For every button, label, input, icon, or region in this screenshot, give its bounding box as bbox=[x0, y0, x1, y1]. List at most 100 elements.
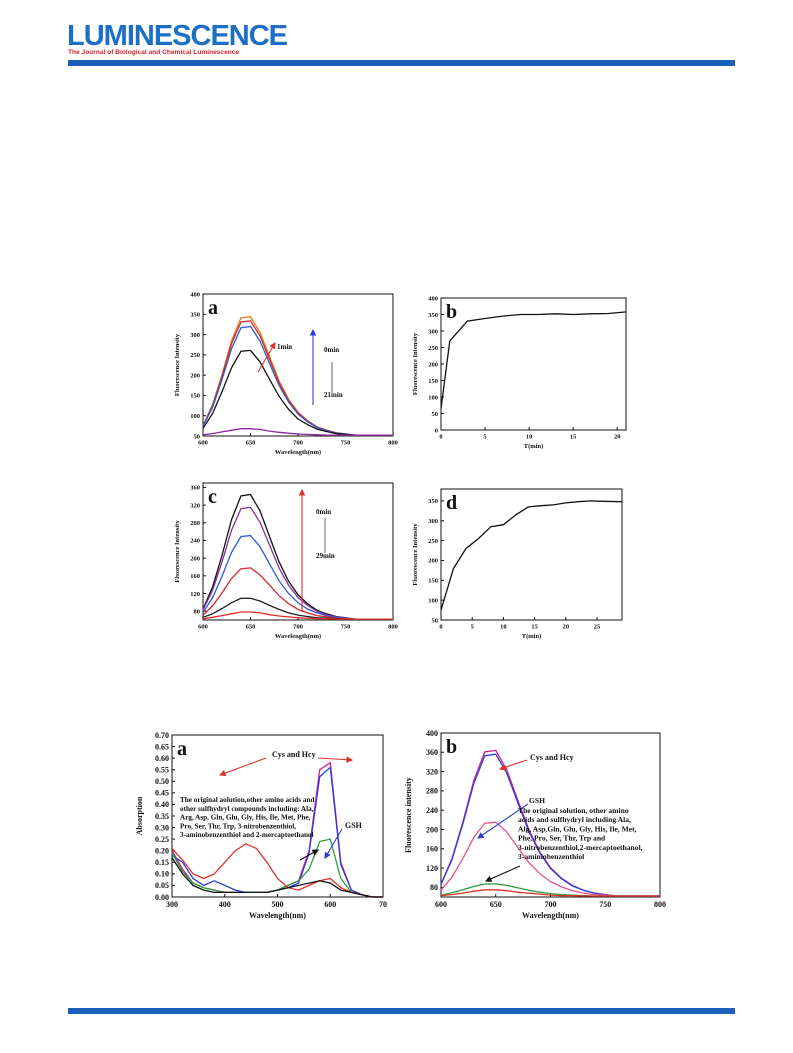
x-tick-label: 750 bbox=[599, 900, 611, 909]
y-tick-label: 50 bbox=[194, 433, 201, 440]
y-tick-label: 360 bbox=[190, 485, 200, 492]
annotation-line: Phe, Pro, Ser, Thr, Trp and bbox=[518, 834, 606, 843]
y-tick-label: 0.25 bbox=[155, 835, 169, 844]
y-tick-label: 300 bbox=[428, 328, 438, 335]
panel-label: a bbox=[208, 297, 218, 319]
y-tick-label: 240 bbox=[426, 806, 438, 815]
y-tick-label: 100 bbox=[190, 413, 200, 420]
annotation-line: 3-aminobenzenthiol and 2-mercaptoethanol bbox=[180, 831, 314, 839]
x-tick-label: 0 bbox=[439, 624, 442, 631]
x-tick-label: 0 bbox=[439, 434, 442, 441]
x-tick-label: 15 bbox=[531, 624, 538, 631]
data-line bbox=[202, 567, 393, 620]
y-tick-label: 300 bbox=[428, 518, 438, 525]
y-tick-label: 80 bbox=[430, 883, 438, 892]
x-tick-label: 650 bbox=[490, 900, 502, 909]
journal-title: LUMINESCENCE bbox=[67, 20, 288, 52]
y-tick-label: 0 bbox=[435, 427, 438, 434]
annotation-line: 3-nitrobenzenthiol,2-mercaptoethanol, bbox=[518, 843, 643, 852]
y-tick-label: 400 bbox=[426, 729, 438, 738]
annotation-arrow bbox=[477, 803, 529, 839]
plot-frame bbox=[440, 488, 623, 621]
x-tick-label: 650 bbox=[246, 440, 256, 447]
y-tick-label: 320 bbox=[426, 767, 438, 776]
y-tick-label: 120 bbox=[426, 864, 438, 873]
y-tick-label: 0.50 bbox=[155, 777, 169, 786]
y-tick-label: 50 bbox=[432, 411, 439, 418]
annotation-arrow bbox=[324, 828, 343, 859]
data-line bbox=[202, 428, 393, 436]
x-tick-label: 15 bbox=[570, 434, 577, 441]
y-axis-label: Fluorescence Intensity bbox=[174, 520, 181, 583]
y-tick-label: 0.70 bbox=[155, 731, 169, 740]
y-axis-label: Fluorescence Intensity bbox=[412, 523, 419, 586]
y-tick-label: 350 bbox=[190, 312, 200, 319]
y-tick-label: 80 bbox=[194, 608, 201, 615]
annotation-arrow bbox=[299, 849, 319, 861]
y-tick-label: 100 bbox=[428, 597, 438, 604]
annotation-line: 3-aminiobenzenthiol bbox=[518, 852, 584, 861]
annotation: 0min bbox=[316, 508, 331, 516]
y-tick-label: 200 bbox=[428, 558, 438, 565]
x-tick-label: 5 bbox=[471, 624, 475, 631]
data-line bbox=[171, 857, 383, 898]
x-tick-label: 600 bbox=[324, 900, 336, 909]
data-line bbox=[202, 349, 393, 436]
y-tick-label: 320 bbox=[190, 502, 200, 509]
x-tick-label: 800 bbox=[654, 900, 666, 909]
annotation: 1min bbox=[277, 343, 292, 351]
annotation-line: The original aolution,other amino acids … bbox=[180, 796, 314, 804]
plot-frame bbox=[440, 297, 627, 431]
y-tick-label: 200 bbox=[190, 555, 200, 562]
x-tick-label: 20 bbox=[563, 624, 570, 631]
x-tick-label: 70 bbox=[379, 900, 387, 909]
annotation-line: Pro, Ser, Thr, Trp, 3-nitrobenzenthiol, bbox=[180, 822, 296, 830]
annotation-arrow bbox=[218, 757, 267, 777]
x-tick-label: 500 bbox=[272, 900, 284, 909]
x-tick-label: 700 bbox=[293, 440, 303, 447]
annotation-line: Alg, Asp,Gln, Glu, Gly, His, Ile, Met, bbox=[518, 824, 637, 833]
data-line bbox=[202, 320, 393, 436]
y-tick-label: 350 bbox=[428, 498, 438, 505]
y-tick-label: 0.45 bbox=[155, 789, 169, 798]
y-tick-label: 350 bbox=[428, 312, 438, 319]
y-tick-label: 160 bbox=[190, 573, 200, 580]
x-tick-label: 700 bbox=[545, 900, 557, 909]
y-axis-label: Fluorescence intensity bbox=[404, 777, 413, 853]
data-line bbox=[440, 889, 660, 897]
data-line bbox=[440, 883, 660, 897]
y-tick-label: 120 bbox=[190, 591, 200, 598]
y-tick-label: 0.40 bbox=[155, 800, 169, 809]
annotation: GSH bbox=[529, 796, 545, 805]
y-tick-label: 240 bbox=[190, 538, 200, 545]
y-tick-label: 250 bbox=[190, 352, 200, 359]
annotation-arrow bbox=[317, 756, 354, 763]
y-tick-label: 0.10 bbox=[155, 870, 169, 879]
x-tick-label: 5 bbox=[483, 434, 487, 441]
y-tick-label: 0.55 bbox=[155, 766, 169, 775]
y-tick-label: 280 bbox=[426, 787, 438, 796]
journal-subtitle: The Journal of Biological and Chemical L… bbox=[68, 49, 239, 56]
annotation-line: acids and sulfhydryl including Ala, bbox=[518, 815, 631, 824]
y-tick-label: 200 bbox=[426, 825, 438, 834]
y-tick-label: 0.15 bbox=[155, 858, 169, 867]
x-tick-label: 650 bbox=[246, 624, 256, 631]
y-axis-label: Fluorescence Intensity bbox=[412, 332, 419, 395]
y-tick-label: 0.05 bbox=[155, 881, 169, 890]
x-tick-label: 400 bbox=[219, 900, 231, 909]
data-line bbox=[202, 611, 393, 620]
panel-label: b bbox=[446, 301, 457, 323]
y-tick-label: 0.35 bbox=[155, 812, 169, 821]
y-axis-label: Absorption bbox=[135, 796, 144, 835]
data-line bbox=[171, 843, 383, 898]
y-tick-label: 0.00 bbox=[155, 893, 169, 902]
x-tick-label: 750 bbox=[341, 624, 351, 631]
y-tick-label: 50 bbox=[432, 617, 439, 624]
x-tick-label: 600 bbox=[198, 624, 208, 631]
y-tick-label: 250 bbox=[428, 345, 438, 352]
data-line bbox=[202, 316, 393, 436]
y-tick-label: 0.65 bbox=[155, 742, 169, 751]
x-tick-label: 750 bbox=[341, 440, 351, 447]
y-tick-label: 400 bbox=[428, 295, 438, 302]
